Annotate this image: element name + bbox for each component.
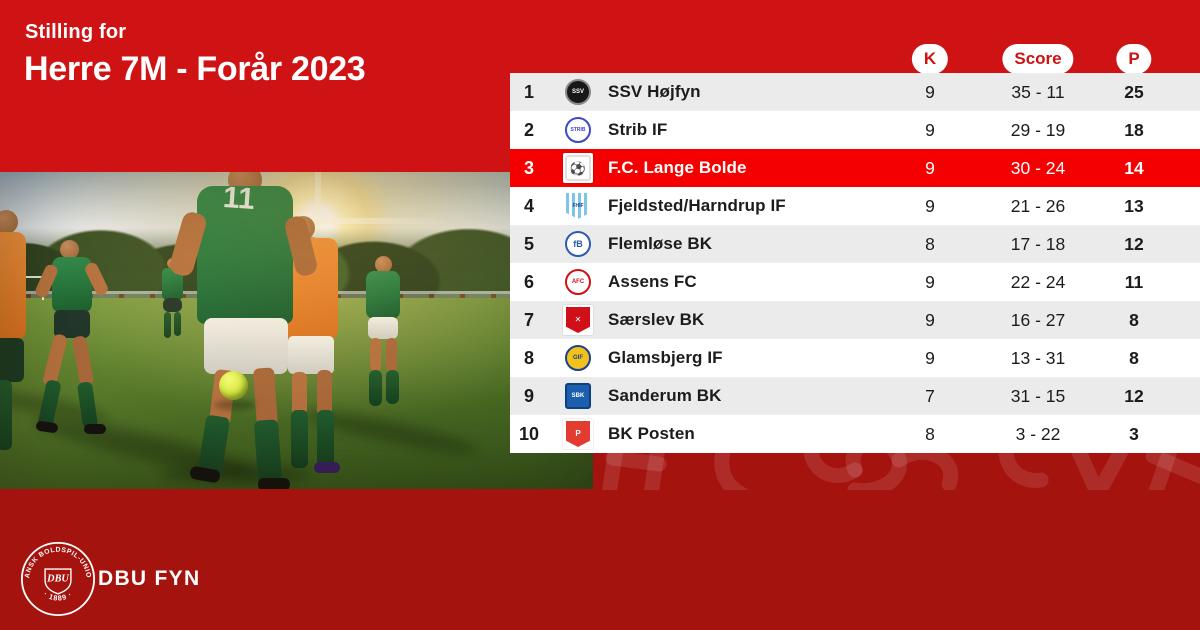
ball-shadow xyxy=(214,400,256,410)
watermark-pattern xyxy=(602,450,1200,490)
team-name: BK Posten xyxy=(608,424,695,443)
column-header-k: K xyxy=(911,44,949,74)
position-number: 4 xyxy=(523,195,534,216)
points-value: 3 xyxy=(1129,423,1139,444)
position-number: 9 xyxy=(523,385,534,406)
position-number: 6 xyxy=(523,271,534,292)
header-eyebrow: Stilling for xyxy=(25,21,127,43)
saerslev-bk-logo: ✕ xyxy=(563,305,593,335)
team-logo-cell: AFC xyxy=(560,267,596,297)
score-value: 17 - 18 xyxy=(1010,233,1066,254)
matches-played-value: 9 xyxy=(925,271,935,292)
ssv-hojfyn-logo: SSV xyxy=(563,77,593,107)
matches-played-value: 9 xyxy=(925,347,935,368)
score-value: 21 - 26 xyxy=(1010,195,1066,216)
table-row: 2 STRIB Strib IF 9 29 - 19 18 xyxy=(510,111,1200,149)
table-row: 7 ✕ Særslev BK 9 16 - 27 8 xyxy=(510,301,1200,339)
dbu-crest-logo: DANSK BOLDSPIL-UNION · 1889 · DBU xyxy=(20,541,96,617)
team-logo-cell: ⚽ xyxy=(560,153,596,183)
brand-wordmark: DBU FYN xyxy=(98,567,201,590)
points-value: 25 xyxy=(1124,81,1144,102)
position-number: 5 xyxy=(523,233,534,254)
team-name: Strib IF xyxy=(608,120,668,139)
position-number: 10 xyxy=(518,423,540,444)
points-value: 12 xyxy=(1124,233,1144,254)
position-number: 1 xyxy=(523,81,534,102)
table-row: 9 SBK Sanderum BK 7 31 - 15 12 xyxy=(510,377,1200,415)
matches-played-value: 9 xyxy=(925,309,935,330)
team-logo-cell: SBK xyxy=(560,381,596,411)
team-name: Assens FC xyxy=(608,272,697,291)
flemlose-bk-logo: fB xyxy=(563,229,593,259)
matches-played-value: 9 xyxy=(925,195,935,216)
matches-played-value: 9 xyxy=(925,81,935,102)
position-number: 3 xyxy=(523,157,534,178)
column-header-p: P xyxy=(1116,44,1152,74)
team-logo-cell: fB xyxy=(560,229,596,259)
score-value: 29 - 19 xyxy=(1010,119,1066,140)
sanderum-bk-logo: SBK xyxy=(563,381,593,411)
page-title: Herre 7M - Forår 2023 xyxy=(24,50,366,88)
table-row: 8 GIF Glamsbjerg IF 9 13 - 31 8 xyxy=(510,339,1200,377)
team-name: F.C. Lange Bolde xyxy=(608,158,747,177)
team-logo-cell: FHIF xyxy=(560,191,596,221)
photo-light-wash xyxy=(0,172,593,489)
table-row: 10 P BK Posten 8 3 - 22 3 xyxy=(510,415,1200,453)
table-row: 1 SSV SSV Højfyn 9 35 - 11 25 xyxy=(510,73,1200,111)
team-name: Glamsbjerg IF xyxy=(608,348,723,367)
strib-if-logo: STRIB xyxy=(563,115,593,145)
score-value: 22 - 24 xyxy=(1010,271,1066,292)
standings-table: 1 SSV SSV Højfyn 9 35 - 11 25 2 STRIB St… xyxy=(510,73,1200,453)
points-value: 8 xyxy=(1129,309,1139,330)
team-name: Sanderum BK xyxy=(608,386,722,405)
crest-monogram: DBU xyxy=(46,574,69,585)
table-row: 5 fB Flemløse BK 8 17 - 18 12 xyxy=(510,225,1200,263)
points-value: 8 xyxy=(1129,347,1139,368)
photo-vignette xyxy=(0,172,593,489)
score-value: 13 - 31 xyxy=(1010,347,1066,368)
table-row: 3 ⚽ F.C. Lange Bolde 9 30 - 24 14 xyxy=(510,149,1200,187)
column-header-score: Score xyxy=(1002,44,1074,74)
match-photo: 11 xyxy=(0,172,593,489)
matches-played-value: 8 xyxy=(925,423,935,444)
position-number: 7 xyxy=(523,309,534,330)
matches-played-value: 8 xyxy=(925,233,935,254)
points-value: 14 xyxy=(1124,157,1144,178)
team-name: Flemløse BK xyxy=(608,234,713,253)
position-number: 2 xyxy=(523,119,534,140)
team-logo-cell: ✕ xyxy=(560,305,596,335)
football xyxy=(219,371,248,400)
team-name: Særslev BK xyxy=(608,310,705,329)
position-number: 8 xyxy=(523,347,534,368)
points-value: 11 xyxy=(1124,271,1144,292)
score-value: 31 - 15 xyxy=(1010,385,1066,406)
score-value: 16 - 27 xyxy=(1010,309,1066,330)
score-value: 30 - 24 xyxy=(1010,157,1066,178)
crest-year-text: · 1889 · xyxy=(42,589,73,602)
svg-text:· 1889 ·: · 1889 · xyxy=(42,589,74,602)
assens-fc-logo: AFC xyxy=(563,267,593,297)
team-logo-cell: STRIB xyxy=(560,115,596,145)
team-logo-cell: P xyxy=(560,419,596,449)
team-name: Fjeldsted/Harndrup IF xyxy=(608,196,786,215)
team-logo-cell: SSV xyxy=(560,77,596,107)
table-row: 6 AFC Assens FC 9 22 - 24 11 xyxy=(510,263,1200,301)
score-value: 35 - 11 xyxy=(1011,81,1065,102)
table-row: 4 FHIF Fjeldsted/Harndrup IF 9 21 - 26 1… xyxy=(510,187,1200,225)
bk-posten-logo: P xyxy=(563,419,593,449)
team-logo-cell: GIF xyxy=(560,343,596,373)
matches-played-value: 7 xyxy=(925,385,935,406)
matches-played-value: 9 xyxy=(925,157,935,178)
glamsbjerg-if-logo: GIF xyxy=(563,343,593,373)
score-value: 3 - 22 xyxy=(1015,423,1061,444)
points-value: 18 xyxy=(1124,119,1144,140)
fjeldsted-harndrup-if-logo: FHIF xyxy=(563,191,593,221)
matches-played-value: 9 xyxy=(925,119,935,140)
team-name: SSV Højfyn xyxy=(608,82,701,101)
points-value: 13 xyxy=(1124,195,1144,216)
points-value: 12 xyxy=(1124,385,1144,406)
fc-lange-bolde-logo: ⚽ xyxy=(563,153,593,183)
